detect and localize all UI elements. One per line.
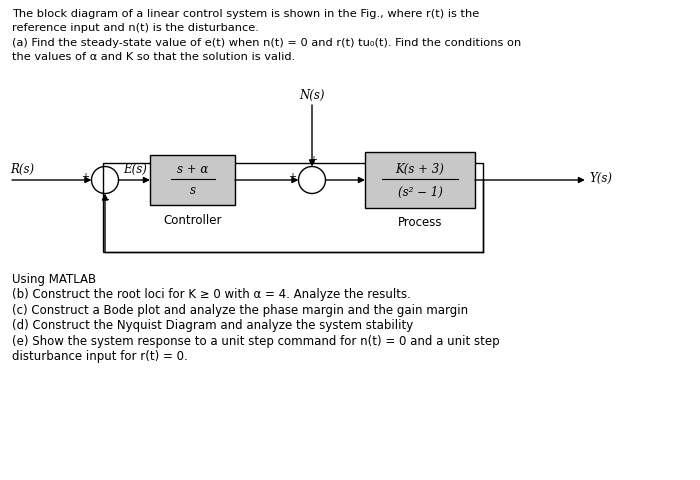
Text: (c) Construct a Bode plot and analyze the phase margin and the gain margin: (c) Construct a Bode plot and analyze th… (12, 303, 468, 316)
Text: reference input and n(t) is the disturbance.: reference input and n(t) is the disturba… (12, 24, 259, 34)
Text: (b) Construct the root loci for K ≥ 0 with α = 4. Analyze the results.: (b) Construct the root loci for K ≥ 0 wi… (12, 288, 411, 301)
Text: (s² − 1): (s² − 1) (398, 185, 442, 198)
Text: s + α: s + α (177, 163, 208, 176)
Text: (e) Show the system response to a unit step command for n(t) = 0 and a unit step: (e) Show the system response to a unit s… (12, 334, 500, 347)
Text: (d) Construct the Nyquist Diagram and analyze the system stability: (d) Construct the Nyquist Diagram and an… (12, 319, 413, 332)
Text: s: s (190, 183, 195, 196)
Text: disturbance input for r(t) = 0.: disturbance input for r(t) = 0. (12, 350, 188, 363)
Text: N(s): N(s) (300, 89, 325, 102)
Text: Process: Process (398, 216, 442, 229)
Text: Y(s): Y(s) (589, 171, 612, 184)
Bar (365, 153, 475, 208)
Text: Controller: Controller (163, 214, 222, 227)
Text: R(s): R(s) (10, 163, 34, 176)
Text: Using MATLAB: Using MATLAB (12, 273, 96, 286)
Bar (103, 163, 483, 252)
Text: the values of α and K so that the solution is valid.: the values of α and K so that the soluti… (12, 52, 295, 62)
Text: E(s): E(s) (123, 163, 148, 176)
Bar (150, 156, 235, 205)
Text: (a) Find the steady-state value of e(t) when n(t) = 0 and r(t) tu₀(t). Find the : (a) Find the steady-state value of e(t) … (12, 38, 522, 48)
Text: +: + (288, 172, 297, 181)
Text: K(s + 3): K(s + 3) (395, 162, 444, 175)
Text: +: + (81, 172, 90, 181)
Text: The block diagram of a linear control system is shown in the Fig., where r(t) is: The block diagram of a linear control sy… (12, 9, 480, 19)
Text: −: − (102, 195, 111, 205)
Text: +: + (309, 155, 317, 165)
